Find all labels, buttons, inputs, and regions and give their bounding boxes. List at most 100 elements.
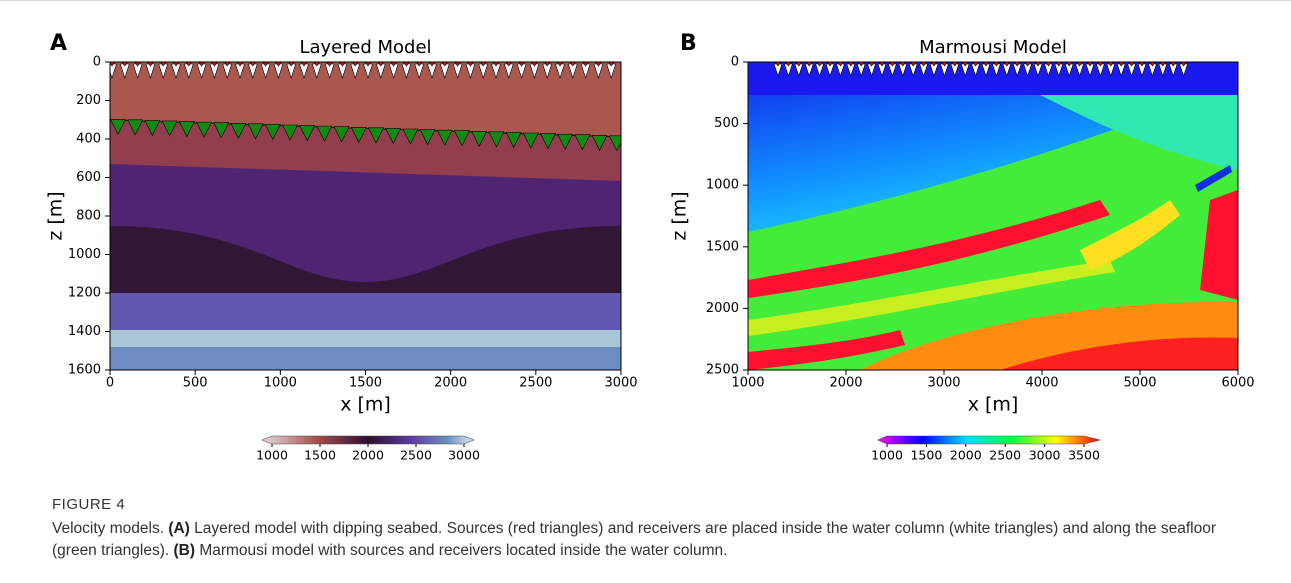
triangle-marker [878,62,886,67]
triangle-marker [858,62,865,67]
triangle-marker [774,62,782,67]
triangle-marker [352,62,359,67]
triangle-marker [313,62,320,67]
triangle-marker [591,134,608,151]
triangle-marker [249,62,256,67]
triangle-marker [531,62,538,67]
triangle-marker [147,62,154,67]
triangle-marker [467,62,474,67]
x-tick-label: 3000 [927,376,960,391]
x-tick-label: 2500 [519,376,552,391]
triangle-marker [364,62,372,67]
colorbar [877,435,1101,445]
triangle-marker [569,62,576,67]
caption-text: (A) [168,520,190,537]
triangle-marker [595,62,602,67]
panel-title: Marmousi Model [919,37,1067,58]
colorbar-tick-label: 3500 [1068,448,1100,463]
triangle-marker [416,62,423,67]
triangle-marker [160,62,167,67]
x-tick-label: 2000 [434,376,467,391]
triangle-marker [1180,62,1187,67]
triangle-marker [385,128,402,145]
triangle-marker [198,62,205,67]
triangle-marker [1170,62,1177,67]
triangle-marker [236,62,244,67]
y-tick-label: 600 [76,170,101,185]
triangle-marker [1128,62,1135,67]
y-tick-label: 0 [731,55,739,70]
triangle-marker [505,62,512,67]
colorbar-tick-label: 3000 [448,448,480,463]
triangle-marker [557,133,574,150]
x-axis-label: x [m] [968,394,1019,416]
axes-frame [747,61,1239,371]
y-tick-label: 1500 [706,239,739,254]
triangle-marker [436,129,453,146]
figure-caption: Velocity models. (A) Layered model with … [52,518,1232,562]
triangle-marker [795,62,802,67]
triangle-marker [540,133,556,150]
triangle-marker [1045,62,1052,67]
panel-label: A [50,31,67,56]
colorbar-tick-label: 1500 [910,448,942,463]
triangle-marker [316,125,333,142]
triangle-marker [556,62,564,67]
triangle-marker [1107,62,1114,67]
triangle-marker [492,62,500,67]
triangle-marker [402,128,419,145]
triangle-marker [993,62,1000,67]
colorbar-tick-label: 2500 [400,448,432,463]
x-tick-label: 1500 [349,376,382,391]
triangle-marker [350,126,367,143]
triangle-marker [264,124,281,141]
y-axis-label: z [m] [45,191,67,240]
triangle-marker [868,62,875,67]
triangle-marker [972,62,979,67]
figure-label: FIGURE 4 [52,496,126,513]
triangle-marker [806,62,813,67]
colorbar-tick-label: 3000 [1029,448,1061,463]
x-tick-label: 2000 [829,376,862,391]
y-tick-label: 800 [76,209,101,224]
panel-title: Layered Model [299,37,431,58]
triangle-marker [847,62,854,67]
y-tick-label: 1000 [706,178,739,193]
x-axis-label: x [m] [340,394,391,416]
triangle-marker [196,121,212,138]
triangle-marker [941,62,948,67]
triangle-marker [121,62,128,67]
marmousi-model-image [748,62,1238,370]
triangle-marker [930,62,938,67]
triangle-marker [1118,62,1125,67]
triangle-marker [1003,62,1010,67]
colorbar-tick-label: 1000 [256,448,288,463]
layered-model-image [110,62,621,370]
triangle-marker [505,132,522,149]
y-tick-label: 2500 [706,363,739,378]
triangle-marker [428,62,436,67]
y-tick-label: 2000 [706,301,739,316]
triangle-marker [1159,62,1166,67]
triangle-marker [454,130,470,147]
triangle-marker [1149,62,1156,67]
caption-text: (B) [173,542,196,559]
y-tick-label: 0 [93,55,101,70]
y-axis-label: z [m] [669,191,691,240]
triangle-marker [574,134,591,151]
x-tick-label: 3000 [604,376,637,391]
triangle-marker [127,119,144,136]
triangle-marker [816,62,823,67]
triangle-marker [262,62,269,67]
x-tick-label: 1000 [731,376,764,391]
triangle-marker [899,62,906,67]
colorbar-tick-label: 1000 [871,448,903,463]
triangle-marker [582,62,589,67]
triangle-marker [785,62,792,67]
caption-text: Layered model with dipping seabed. Sourc… [52,520,1216,559]
triangle-marker [441,62,448,67]
triangle-marker [471,130,488,147]
caption-text: Velocity models. [52,520,169,537]
y-tick-label: 1400 [68,324,101,339]
